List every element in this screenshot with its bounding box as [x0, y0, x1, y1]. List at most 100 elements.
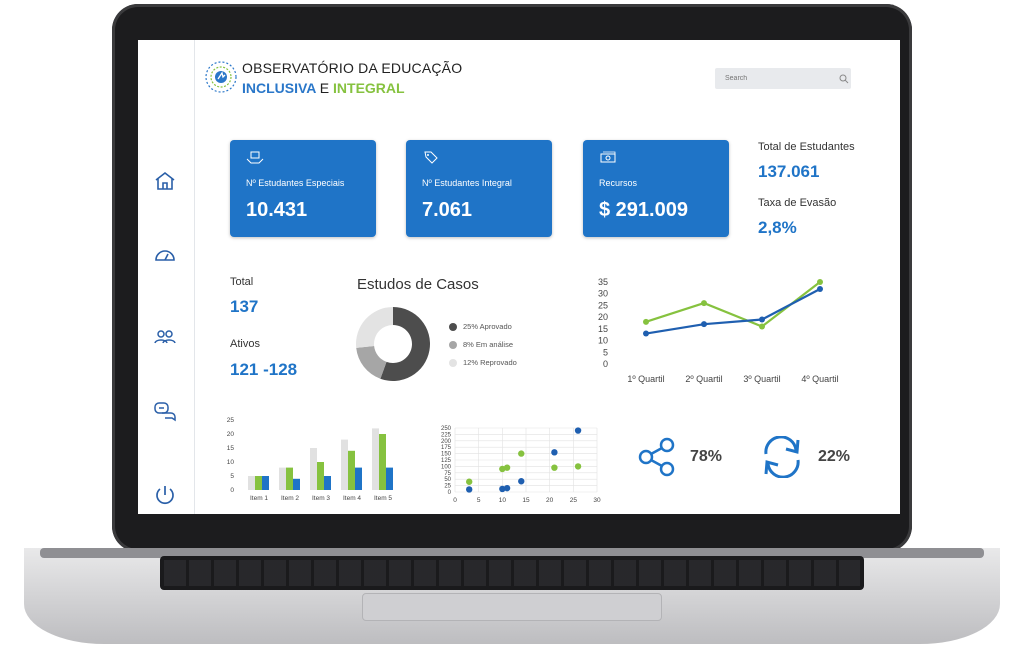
share-value: 78%: [690, 448, 723, 465]
card-label: Nº Estudantes Integral: [422, 178, 512, 188]
brand-subtitle: INCLUSIVA E INTEGRAL: [242, 80, 405, 96]
laptop-keyboard: [160, 556, 864, 590]
scatter-point: [503, 464, 511, 471]
x-tick-label: 4º Quartil: [801, 374, 838, 384]
legend-item: 25% Aprovado: [449, 322, 512, 331]
search-input[interactable]: [723, 74, 835, 83]
total-estudantes-value: 137.061: [758, 162, 820, 181]
refresh-icon: [764, 436, 800, 478]
legend-dot: [449, 340, 457, 349]
data-point: [759, 323, 765, 330]
y-tick-label: 225: [441, 432, 452, 438]
home-icon[interactable]: [152, 168, 178, 194]
x-tick-label: Item 3: [312, 495, 330, 502]
share-icon: [638, 437, 675, 477]
speedometer-icon[interactable]: [152, 242, 178, 268]
y-tick-label: 10: [227, 459, 235, 466]
x-tick-label: Item 2: [281, 495, 299, 502]
y-tick-label: 15: [598, 324, 608, 334]
scatter-point: [574, 463, 582, 470]
y-tick-label: 250: [441, 426, 452, 432]
scatter-point: [518, 478, 525, 485]
y-tick-label: 100: [441, 464, 452, 470]
x-tick-label: 15: [522, 497, 530, 504]
y-tick-label: 200: [441, 439, 452, 445]
x-tick-label: 5: [477, 497, 481, 504]
y-tick-label: 35: [598, 277, 608, 287]
users-icon[interactable]: [152, 324, 178, 350]
power-icon[interactable]: [152, 482, 178, 508]
brand-inclusiva: INCLUSIVA: [242, 80, 316, 96]
laptop-hinge: [40, 548, 984, 558]
x-tick-label: Item 1: [250, 495, 268, 502]
legend-label: 8% Em análise: [463, 340, 514, 349]
data-point: [759, 316, 765, 323]
y-tick-label: 75: [444, 471, 451, 477]
tag-icon: [424, 151, 438, 164]
y-tick-label: 10: [598, 336, 608, 346]
scatter-point: [551, 464, 558, 471]
chat-icon[interactable]: [152, 398, 178, 424]
donut-slice: [356, 345, 387, 379]
x-tick-label: 0: [453, 497, 457, 504]
scatter-point: [551, 449, 558, 456]
legend-item: 12% Reprovado: [449, 358, 517, 367]
search-icon[interactable]: [839, 74, 849, 84]
bar: [286, 467, 293, 490]
bar: [379, 434, 386, 490]
data-point: [643, 330, 649, 337]
card-label: Nº Estudantes Especiais: [246, 178, 345, 188]
bar: [341, 439, 348, 490]
sidebar: [138, 40, 195, 514]
x-tick-label: 1º Quartil: [627, 374, 664, 384]
bar: [255, 476, 262, 490]
scatter-point: [466, 478, 473, 485]
y-tick-label: 150: [441, 452, 452, 458]
y-tick-label: 50: [444, 477, 451, 483]
x-tick-label: 2º Quartil: [685, 374, 722, 384]
legend-label: 12% Reprovado: [463, 358, 517, 367]
data-point: [817, 286, 823, 293]
total-value: 137: [230, 297, 259, 316]
search-box[interactable]: [715, 68, 851, 89]
bar: [262, 476, 269, 490]
hands-box-icon: [246, 151, 264, 164]
y-tick-label: 20: [227, 431, 235, 438]
data-point: [817, 279, 823, 285]
taxa-evasao-value: 2,8%: [758, 218, 797, 237]
y-tick-label: 0: [603, 359, 608, 369]
data-point: [643, 318, 649, 325]
bar: [248, 476, 255, 490]
x-tick-label: 10: [499, 497, 507, 504]
x-tick-label: 20: [546, 497, 554, 504]
card-estudantes-especiais[interactable]: Nº Estudantes Especiais 10.431: [230, 140, 376, 237]
taxa-evasao-label: Taxa de Evasão: [758, 197, 837, 209]
total-estudantes-label: Total de Estudantes: [758, 141, 855, 153]
bar: [310, 448, 317, 490]
x-tick-label: Item 4: [343, 495, 361, 502]
bar: [293, 478, 300, 490]
card-estudantes-integral[interactable]: Nº Estudantes Integral 7.061: [406, 140, 552, 237]
series-line: [645, 281, 821, 328]
donut-slice: [356, 307, 393, 348]
scatter-point: [499, 485, 506, 493]
bar: [324, 476, 331, 490]
x-tick-label: 3º Quartil: [743, 374, 780, 384]
y-tick-label: 0: [448, 490, 452, 496]
bar: [355, 467, 362, 490]
x-tick-label: 30: [593, 497, 601, 504]
dashboard-screen: OBSERVATÓRIO DA EDUCAÇÃO INCLUSIVA E INT…: [138, 40, 900, 514]
y-tick-label: 25: [444, 484, 451, 490]
data-point: [701, 300, 707, 307]
y-tick-label: 5: [230, 473, 234, 480]
card-value: 10.431: [246, 199, 308, 221]
card-recursos[interactable]: Recursos $ 291.009: [583, 140, 729, 237]
brand-title: OBSERVATÓRIO DA EDUCAÇÃO: [242, 60, 463, 76]
card-value: $ 291.009: [599, 199, 688, 221]
ativos-label: Ativos: [230, 338, 260, 350]
bar: [386, 467, 393, 490]
money-icon: [600, 151, 616, 163]
scatter-point: [574, 427, 582, 434]
